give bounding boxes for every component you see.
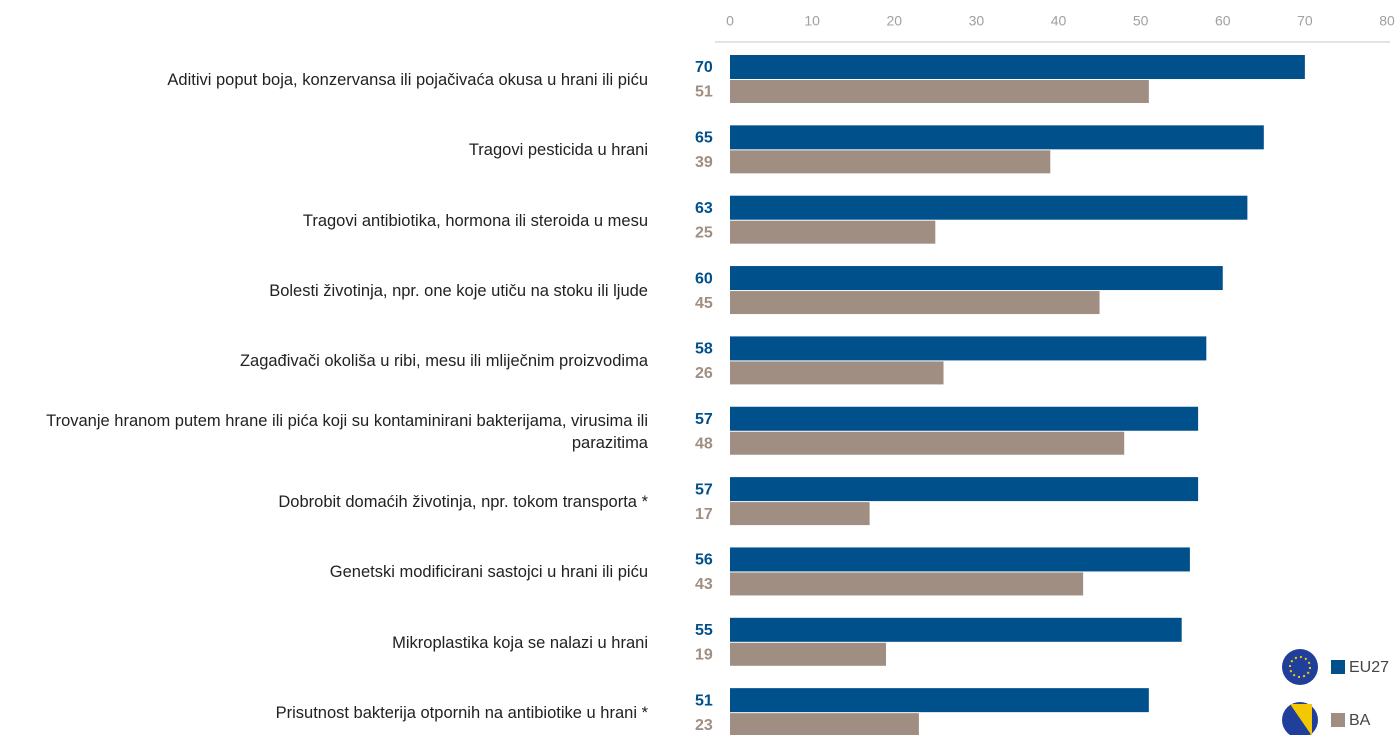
bar [730,336,1207,361]
value-label: 39 [695,154,713,171]
category-label: Bolesti životinja, npr. one koje utiču n… [269,282,648,301]
bar [730,266,1223,291]
value-label: 23 [695,717,713,734]
x-tick-label: 80 [1379,13,1395,29]
value-label: 51 [695,692,713,709]
x-tick-label: 30 [969,13,985,29]
category-label: Trovanje hranom putem hrane ili pića koj… [46,411,648,452]
bar [730,406,1199,431]
x-tick-label: 50 [1133,13,1149,29]
value-label: 51 [695,84,713,101]
ba-flag-triangle [1290,704,1312,735]
x-tick-label: 40 [1051,13,1067,29]
value-label: 48 [695,435,713,452]
category-label: Prisutnost bakterija otpornih na antibio… [275,704,648,723]
value-label: 63 [695,200,713,217]
bar [730,80,1149,103]
bar [730,688,1149,713]
value-label: 65 [695,130,713,147]
bar [730,477,1199,502]
value-label: 17 [695,506,713,523]
x-tick-label: 10 [804,13,820,29]
x-tick-label: 0 [726,13,734,29]
bar [730,220,936,244]
bar [730,713,919,735]
legend-icons [1282,649,1318,735]
legend-label: EU27 [1349,659,1389,676]
value-label: 70 [695,59,713,76]
bar [730,642,887,666]
bar [730,547,1190,572]
bar [730,150,1051,174]
bar [730,125,1264,150]
value-label: 57 [695,411,713,428]
category-label: Aditivi poput boja, konzervansa ili poja… [167,71,648,89]
legend-label: BA [1349,712,1371,729]
bar [730,55,1305,79]
legend-swatch [1331,660,1345,674]
eu-flag-icon [1282,649,1318,685]
value-label: 25 [695,224,713,241]
value-label: 19 [695,647,713,664]
bar [730,431,1125,455]
value-label: 55 [695,622,713,639]
eu-flag-stars [1289,656,1311,678]
category-label: Genetski modificirani sastojci u hrani i… [329,563,648,582]
value-label: 60 [695,270,713,287]
value-label: 57 [695,481,713,498]
bar [730,617,1182,642]
bar [730,361,944,385]
category-label: Tragovi antibiotika, hormona ili steroid… [302,211,648,230]
category-label: Dobrobit domaćih životinja, npr. tokom t… [278,493,648,512]
bar [730,572,1084,596]
value-label: 43 [695,576,713,593]
value-label: 56 [695,552,713,569]
bar [730,502,870,526]
category-label: Mikroplastika koja se nalazi u hrani [392,633,648,652]
bar [730,195,1248,220]
category-label: Tragovi pesticida u hrani [468,141,648,160]
value-label: 45 [695,295,713,312]
bar [730,291,1100,315]
value-label: 26 [695,365,713,382]
category-label: Zagađivači okoliša u ribi, mesu ili mlij… [239,352,648,371]
legend-swatch [1331,713,1345,727]
x-tick-label: 70 [1297,13,1313,29]
x-tick-label: 60 [1215,13,1231,29]
x-tick-label: 20 [886,13,902,29]
value-label: 58 [695,341,713,358]
